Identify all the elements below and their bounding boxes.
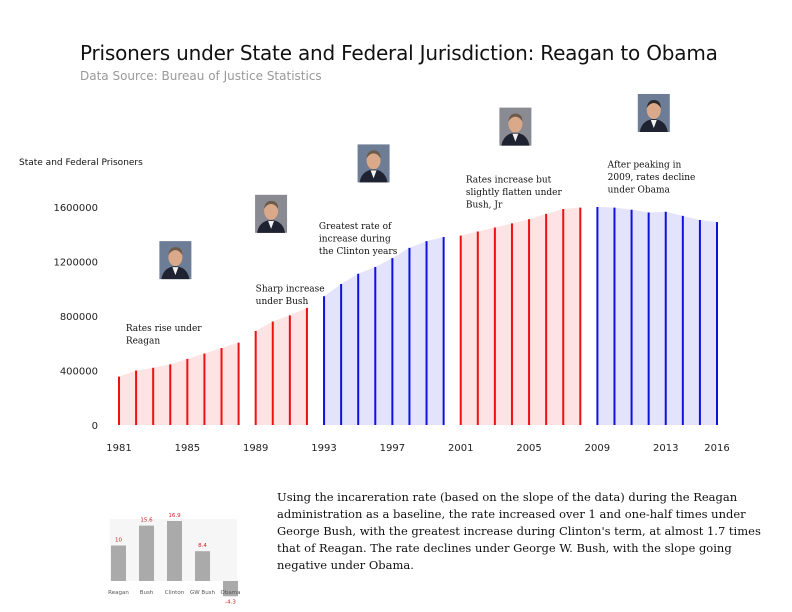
y-axis-label: State and Federal Prisoners [19, 158, 143, 168]
mini-value-label: 15.6 [140, 518, 153, 524]
mini-bar-clinton [167, 521, 182, 581]
portrait-shirt [172, 267, 179, 276]
annotation-line: Sharp increase [256, 284, 325, 294]
portrait-hair [646, 99, 661, 108]
mini-category-label: Reagan [108, 590, 129, 596]
portrait-hair [168, 247, 183, 256]
x-tick-2009: 2009 [585, 443, 610, 454]
portrait-reagan [159, 241, 192, 280]
mini-category-label: Bush [140, 590, 154, 596]
portrait-shirt [512, 133, 519, 142]
mini-category-label: GW Bush [190, 590, 216, 596]
summary-paragraph: Using the incareration rate (based on th… [277, 490, 761, 572]
area-3 [460, 207, 581, 425]
mini-value-label: 10 [115, 538, 122, 544]
area-0 [119, 342, 239, 425]
annotation-line: slightly flatten under [466, 188, 563, 198]
mini-value-label: 16.9 [168, 513, 181, 519]
annotation-line: Reagan [126, 336, 161, 346]
y-tick-0: 0 [92, 421, 98, 432]
mini-category-label: Clinton [165, 590, 185, 596]
portrait-shirt [370, 170, 377, 179]
portrait-clinton [357, 144, 390, 183]
x-tick-2005: 2005 [516, 443, 541, 454]
mini-category-label: Obama [221, 590, 241, 596]
annotation-line: the Clinton years [319, 247, 398, 257]
area-4 [597, 207, 717, 425]
portrait-face [646, 100, 661, 119]
x-tick-1985: 1985 [175, 443, 200, 454]
mini-value-label: -4.3 [225, 599, 236, 605]
portrait-face [168, 248, 183, 267]
x-tick-1981: 1981 [106, 443, 131, 454]
annotation-line: Greatest rate of [319, 222, 392, 232]
x-tick-2013: 2013 [653, 443, 678, 454]
area-2 [324, 236, 444, 425]
annotation-line: increase during [319, 234, 391, 244]
y-tick-1200000: 1200000 [53, 258, 98, 269]
portrait-hair [508, 113, 523, 122]
portrait-shirt [650, 119, 657, 128]
portrait-obama [637, 93, 670, 132]
x-tick-2001: 2001 [448, 443, 473, 454]
annotation-line: Bush, Jr [466, 200, 503, 210]
annotation-layer: Rates rise under Reagan Sharp increase unde… [126, 160, 696, 346]
mini-bar-bush [139, 525, 154, 581]
y-tick-400000: 400000 [60, 367, 98, 378]
portrait-shirt [268, 220, 275, 229]
x-tick-1989: 1989 [243, 443, 268, 454]
chart-subtitle: Data Source: Bureau of Justice Statistic… [80, 69, 322, 83]
x-tick-1993: 1993 [311, 443, 336, 454]
annotation-line: After peaking in [607, 160, 682, 170]
annotation-2: Greatest rate of increase during the Clint… [319, 222, 398, 257]
annotation-1: Sharp increase under Bush [256, 284, 325, 307]
portrait-hair [264, 200, 279, 209]
portrait-gw-bush [499, 107, 532, 146]
area-layer [119, 207, 717, 425]
portrait-face [264, 201, 279, 220]
portrait-layer [159, 93, 670, 280]
annotation-0: Rates rise under Reagan [126, 324, 202, 347]
x-tick-1997: 1997 [380, 443, 405, 454]
mini-bar-obama [223, 581, 238, 597]
y-tick-800000: 800000 [60, 312, 98, 323]
annotation-line: under Obama [608, 185, 671, 195]
portrait-face [508, 114, 523, 133]
mini-bar-gw-bush [195, 551, 210, 581]
mini-bar-reagan [111, 545, 126, 581]
annotation-line: 2009, rates decline [608, 173, 696, 183]
chart-title: Prisoners under State and Federal Jurisd… [80, 41, 718, 65]
annotation-line: under Bush [256, 297, 309, 307]
portrait-bush [255, 194, 288, 233]
y-tick-1600000: 1600000 [53, 203, 98, 214]
area-1 [255, 307, 307, 425]
annotation-4: After peaking in 2009, rates decline under… [607, 160, 696, 195]
stem-layer [118, 207, 718, 425]
x-axis: 1981 1985 1989 1993 1997 2001 2005 2009 2013 2016 [106, 443, 729, 454]
annotation-line: Rates rise under [126, 324, 202, 334]
mini-value-label: 8.4 [198, 543, 207, 549]
mini-bar-chart: 10 Reagan 15.6 Bush 16.9 Clinton 8.4 GW Bush -4.… [108, 513, 240, 605]
annotation-3: Rates increase but slightly flatten under… [466, 175, 563, 210]
portrait-hair [366, 150, 381, 159]
portrait-face [366, 151, 381, 170]
x-tick-2016: 2016 [704, 443, 729, 454]
y-axis: 0 400000 800000 1200000 1600000 [53, 203, 98, 432]
annotation-line: Rates increase but [466, 175, 552, 185]
